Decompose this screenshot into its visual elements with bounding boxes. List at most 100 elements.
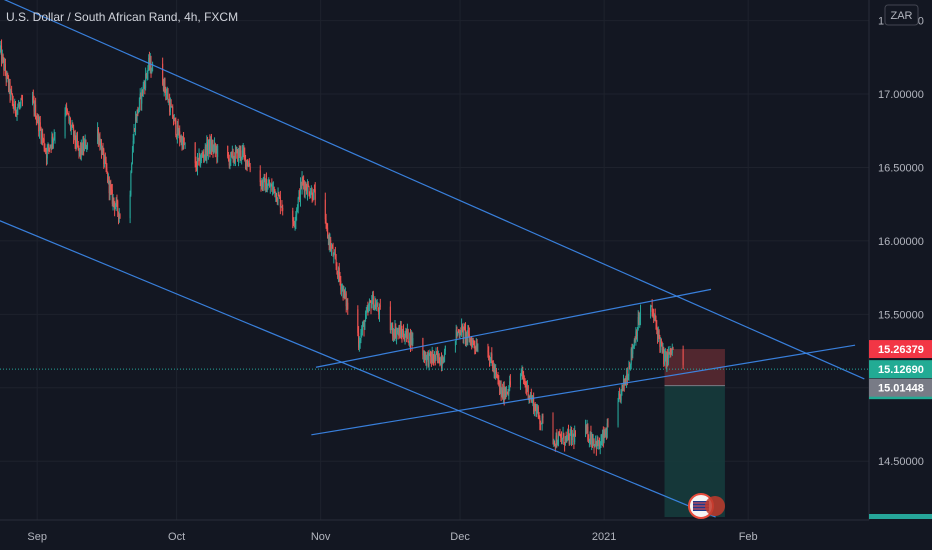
candle-body [553,441,555,443]
candle-body [228,158,230,166]
candle-body [399,327,401,338]
candle-body [340,280,342,290]
candle-body [87,142,89,148]
candle-body [79,148,81,152]
candle-body [19,103,21,106]
candle-body [589,432,591,440]
candle-body [242,149,244,151]
candle-body [470,339,472,342]
candle-body [13,106,15,111]
candle-body [430,356,432,363]
candle-body [37,116,39,122]
candle-body [462,326,464,338]
candle-body [300,183,302,189]
candle-body [113,197,115,203]
candle-body [40,128,42,141]
candle-body [494,367,496,375]
flag-badge-icon[interactable] [688,493,725,519]
candle-body [347,302,349,310]
candle-body [133,128,135,141]
candle-body [330,247,332,249]
short-position-tool[interactable] [664,349,725,518]
candle-body [650,305,652,307]
candle-body [238,150,240,156]
candle-body [145,73,147,75]
candle-body [599,446,601,449]
candle-body [664,355,666,364]
candle-body [248,163,250,166]
candle-body [372,294,374,310]
candle-body [653,315,655,317]
candle-body [0,47,1,50]
candle-body [0,45,2,48]
candle-body [324,199,326,220]
time-tick-label: Nov [311,531,331,543]
candle-body [181,137,183,149]
candle-body [606,423,608,438]
candle-body [75,142,77,146]
candle-body [65,106,67,113]
candle-body [261,181,263,188]
candle-body [212,144,214,151]
candle-body [457,331,459,336]
candle-body [660,341,662,344]
candle-body [461,325,463,327]
candle-body [169,100,171,112]
candle-body [542,415,544,418]
candle-body [69,120,71,129]
candle-body [259,170,261,183]
candle-body [379,305,381,307]
candle-body [74,131,76,143]
candle-body [85,140,87,149]
candle-body [279,196,281,198]
candle-body [664,354,666,356]
candle-body [373,305,375,310]
candle-body [402,331,404,337]
candle-body [541,415,543,424]
candle-body [152,63,154,71]
candle-body [474,345,476,348]
trendline [311,344,856,436]
candle-body [140,94,142,104]
trendline-group[interactable] [0,0,865,518]
flag-badge-secondary [705,496,725,516]
candle-body [536,410,538,415]
candle-body [115,200,117,207]
candle-body [275,192,277,197]
candle-body [102,148,104,150]
candle-body [563,433,565,445]
candle-body [364,321,366,330]
candle-body [138,97,140,109]
currency-button[interactable]: ZAR [884,4,919,26]
candle-body [394,326,396,338]
candle-body [588,439,590,442]
candle-body [682,349,684,366]
candle-body [49,145,51,148]
candle-body [141,89,143,104]
candle-body [335,258,337,266]
symbol-title: U.S. Dollar / South African Rand, 4h, FX… [6,10,238,24]
candle-body [173,117,175,122]
candle-body [82,142,84,154]
candle-body [666,352,668,367]
candle-body [400,327,402,333]
candle-body [71,124,73,127]
candle-body [633,339,635,347]
candle-body [392,333,394,336]
candle-body [15,111,17,116]
candle-body [67,113,69,115]
time-scale[interactable]: Sep Oct Nov Dec 2021 Feb [27,531,757,543]
candle-body [99,138,101,148]
candle-body [48,144,50,148]
candle-body [467,330,469,339]
candle-body [639,319,641,324]
candle-body [431,353,433,363]
candle-body [526,387,528,390]
candle-body [70,126,72,129]
candle-body [303,184,305,192]
candle-body [662,348,664,351]
candle-body [341,286,343,290]
candle-body [526,385,528,390]
candle-body [325,219,327,224]
